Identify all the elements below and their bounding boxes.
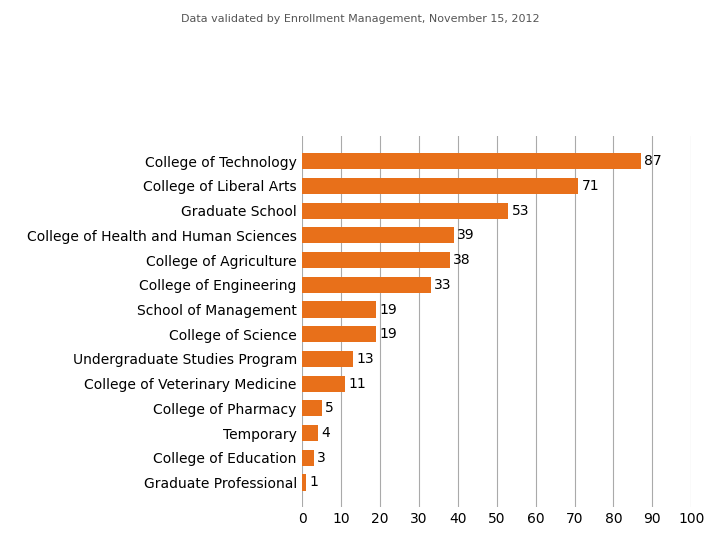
Text: 39: 39 <box>457 228 474 242</box>
Text: 1: 1 <box>310 476 318 489</box>
Bar <box>302 475 306 490</box>
Bar <box>302 376 345 392</box>
Bar <box>302 202 508 219</box>
Bar <box>302 153 641 170</box>
Bar <box>302 326 377 342</box>
Bar <box>302 301 377 318</box>
Text: 87: 87 <box>644 154 662 168</box>
Bar <box>302 425 318 441</box>
Text: 33: 33 <box>434 278 451 292</box>
Text: 3: 3 <box>318 451 326 465</box>
Text: 71: 71 <box>582 179 599 193</box>
Text: 38: 38 <box>454 253 471 267</box>
Text: 13: 13 <box>356 352 374 366</box>
Text: 53: 53 <box>512 204 529 218</box>
Bar <box>302 178 578 194</box>
Text: 4: 4 <box>321 426 330 440</box>
Bar <box>302 450 314 466</box>
Text: 5: 5 <box>325 401 333 415</box>
Text: 19: 19 <box>379 302 397 316</box>
Bar <box>302 277 431 293</box>
Text: 19: 19 <box>379 327 397 341</box>
Text: 11: 11 <box>348 377 366 390</box>
Bar <box>302 252 450 268</box>
Bar <box>302 351 353 367</box>
Text: Data validated by Enrollment Management, November 15, 2012: Data validated by Enrollment Management,… <box>181 14 539 24</box>
Text: GIBILL and Non-Benefit Veterans by College or
School: GIBILL and Non-Benefit Veterans by Colle… <box>0 30 720 89</box>
Bar <box>302 400 322 416</box>
Bar <box>302 227 454 244</box>
